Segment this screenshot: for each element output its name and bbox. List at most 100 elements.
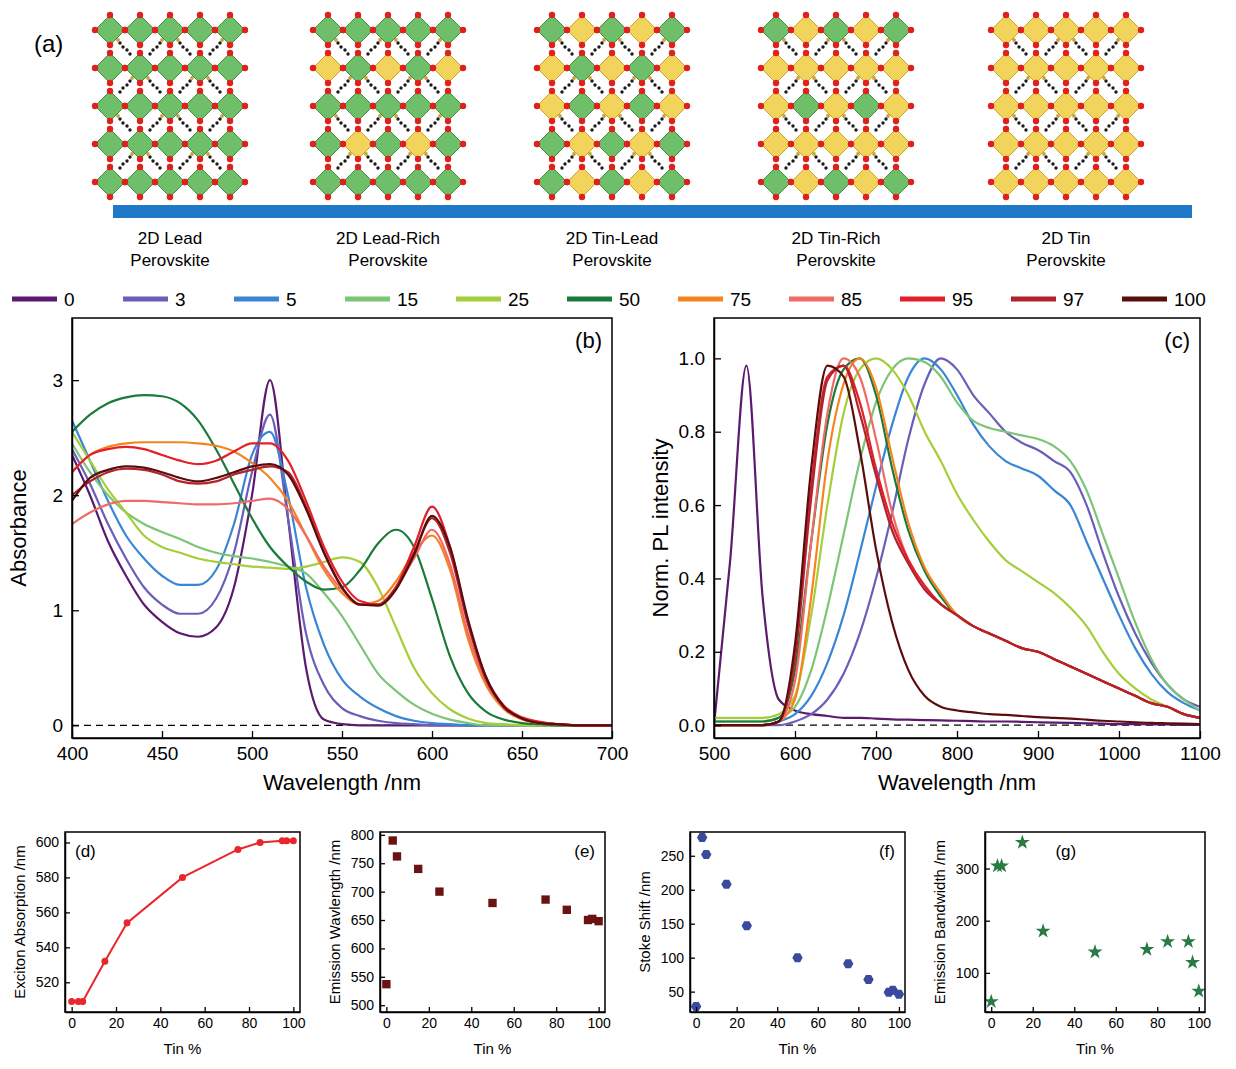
data-point: [393, 852, 401, 860]
organic-atom: [125, 159, 128, 162]
halide-atom: [197, 50, 203, 56]
halide-atom: [594, 141, 600, 147]
organic-atom: [630, 155, 633, 158]
halide-atom: [564, 27, 570, 33]
tick-mark: [116, 1007, 117, 1012]
organic-atom: [188, 128, 191, 131]
halide-atom: [310, 141, 316, 147]
organic-atom: [1074, 41, 1077, 44]
chart-panel: 020406080100100200300Tin %Emission Bandw…: [931, 832, 1211, 1057]
halide-atom: [167, 50, 173, 56]
tick-mark: [985, 868, 990, 869]
organic-atom: [1077, 45, 1080, 48]
halide-atom: [624, 103, 630, 109]
data-point: [68, 998, 75, 1005]
organic-atom: [426, 128, 429, 131]
halide-atom: [310, 65, 316, 71]
halide-atom: [227, 50, 233, 56]
tick: 100: [1188, 1007, 1212, 1031]
halide-atom: [415, 164, 421, 170]
halide-atom: [415, 194, 421, 200]
organic-atom: [1074, 117, 1077, 120]
halide-atom: [122, 103, 128, 109]
organic-atom: [208, 128, 211, 131]
organic-atom: [155, 162, 158, 165]
legend-swatch: [1011, 297, 1056, 302]
halide-atom: [1003, 80, 1009, 86]
halide-atom: [182, 141, 188, 147]
halide-atom: [107, 194, 113, 200]
legend-swatch: [567, 297, 612, 302]
lead-octahedron: [215, 15, 245, 45]
halide-atom: [445, 164, 451, 170]
organic-atom: [1017, 121, 1020, 124]
lead-octahedron: [373, 91, 403, 121]
halide-atom: [325, 164, 331, 170]
lead-octahedron: [155, 53, 185, 83]
halide-atom: [1018, 103, 1024, 109]
organic-atom: [185, 83, 188, 86]
halide-atom: [107, 126, 113, 132]
organic-atom: [1017, 86, 1020, 89]
halide-atom: [788, 179, 794, 185]
halide-atom: [594, 179, 600, 185]
tick-label: 60: [506, 1015, 522, 1031]
organic-atom: [218, 41, 221, 44]
halide-atom: [122, 27, 128, 33]
tick-label: 560: [36, 904, 60, 920]
legend-swatch: [234, 297, 279, 302]
organic-atom: [657, 121, 660, 124]
y-axis-title: Emission Bandwidth /nm: [931, 840, 948, 1004]
tick-label: 1.0: [679, 348, 705, 369]
tick-mark: [429, 1007, 430, 1012]
organic-atom: [1024, 52, 1027, 55]
data-point: [697, 833, 707, 842]
halide-atom: [773, 80, 779, 86]
organic-atom: [590, 128, 593, 131]
plot-frame: [72, 318, 612, 738]
organic-atom: [563, 121, 566, 124]
y-axis-title: Absorbance: [6, 469, 31, 586]
halide-atom: [325, 126, 331, 132]
halide-atom: [385, 88, 391, 94]
halide-atom: [355, 50, 361, 56]
tick-mark: [380, 1005, 385, 1006]
organic-atom: [339, 162, 342, 165]
organic-atom: [336, 117, 339, 120]
organic-atom: [346, 155, 349, 158]
data-point: [79, 998, 86, 1005]
organic-atom: [1047, 48, 1050, 51]
organic-atom: [844, 117, 847, 120]
halide-atom: [624, 179, 630, 185]
tick-label: 0: [383, 1015, 391, 1031]
halide-atom: [310, 27, 316, 33]
halide-atom: [1108, 103, 1114, 109]
halide-atom: [773, 42, 779, 48]
data-point: [488, 899, 496, 907]
organic-atom: [148, 128, 151, 131]
halide-atom: [197, 12, 203, 18]
halide-atom: [1123, 42, 1129, 48]
halide-atom: [1123, 88, 1129, 94]
organic-atom: [369, 48, 372, 51]
halide-atom: [848, 179, 854, 185]
halide-atom: [212, 179, 218, 185]
halide-atom: [152, 65, 158, 71]
crystal-structure: [92, 12, 248, 200]
tick: 60: [506, 1007, 522, 1031]
tick-label: 0: [52, 715, 63, 736]
tick-mark: [1033, 1007, 1034, 1012]
halide-atom: [137, 80, 143, 86]
organic-atom: [824, 166, 827, 169]
lead-octahedron: [537, 167, 567, 197]
y-axis-title: Stoke Shift /nm: [636, 871, 653, 973]
tick-mark: [818, 1007, 819, 1012]
organic-atom: [854, 52, 857, 55]
halide-atom: [310, 179, 316, 185]
tin-octahedron: [537, 53, 567, 83]
organic-atom: [118, 117, 121, 120]
halide-atom: [549, 80, 555, 86]
tick: 60: [810, 1007, 826, 1031]
halide-atom: [1003, 164, 1009, 170]
tick-mark: [714, 505, 721, 506]
